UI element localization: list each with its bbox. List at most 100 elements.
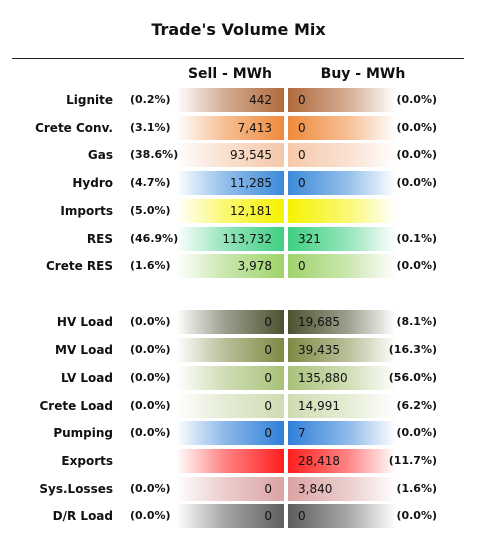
- sell-cell: 7,413: [176, 116, 284, 140]
- buy-value: 7: [298, 426, 306, 440]
- sell-cell: 0: [176, 421, 284, 445]
- buy-percent: (0.0%): [396, 259, 437, 272]
- buy-cell: 0: [288, 171, 396, 195]
- sell-value: 12,181: [230, 204, 272, 218]
- row-label: RES: [86, 232, 113, 246]
- row-label: Sys.Losses: [39, 482, 113, 496]
- sell-cell: [176, 449, 284, 473]
- sell-percent: (46.9%): [130, 232, 179, 245]
- row-label: Crete RES: [46, 259, 113, 273]
- sell-cell: 0: [176, 338, 284, 362]
- sell-cell: 442: [176, 88, 284, 112]
- center-divider: [286, 84, 288, 530]
- buy-cell: 7: [288, 421, 396, 445]
- buy-cell: 135,880: [288, 366, 396, 390]
- buy-cell: 0: [288, 143, 396, 167]
- buy-value: 14,991: [298, 399, 340, 413]
- buy-percent: (11.7%): [388, 454, 437, 467]
- sell-cell: 93,545: [176, 143, 284, 167]
- sell-value: 0: [264, 315, 272, 329]
- table-row: Pumping (0.0%) 0 7 (0.0%): [0, 421, 477, 445]
- sell-cell: 0: [176, 366, 284, 390]
- buy-value: 321: [298, 232, 321, 246]
- table-row: Gas (38.6%) 93,545 0 (0.0%): [0, 143, 477, 167]
- row-label: Hydro: [72, 176, 113, 190]
- sell-value: 442: [249, 93, 272, 107]
- sell-percent: (0.0%): [130, 482, 171, 495]
- sell-percent: (38.6%): [130, 148, 179, 161]
- buy-column-header: Buy - MWh: [320, 66, 406, 82]
- buy-percent: (0.0%): [396, 509, 437, 522]
- buy-percent: (1.6%): [396, 482, 437, 495]
- sell-value: 0: [264, 482, 272, 496]
- sell-percent: (3.1%): [130, 121, 171, 134]
- sell-value: 0: [264, 399, 272, 413]
- buy-cell: 0: [288, 504, 396, 528]
- buy-value: 0: [298, 176, 306, 190]
- sell-value: 7,413: [237, 121, 272, 135]
- sell-percent: (0.0%): [130, 371, 171, 384]
- sell-value: 0: [264, 343, 272, 357]
- sell-percent: (0.0%): [130, 343, 171, 356]
- buy-percent: (56.0%): [388, 371, 437, 384]
- sell-percent: (0.0%): [130, 509, 171, 522]
- buy-percent: (0.1%): [396, 232, 437, 245]
- buy-cell: 39,435: [288, 338, 396, 362]
- buy-value: 28,418: [298, 454, 340, 468]
- sell-value: 11,285: [230, 176, 272, 190]
- table-row: D/R Load (0.0%) 0 0 (0.0%): [0, 504, 477, 528]
- buy-value: 39,435: [298, 343, 340, 357]
- row-label: Exports: [61, 454, 113, 468]
- table-row: Sys.Losses (0.0%) 0 3,840 (1.6%): [0, 477, 477, 501]
- row-label: Lignite: [66, 93, 113, 107]
- buy-percent: (0.0%): [396, 93, 437, 106]
- buy-percent: (0.0%): [396, 426, 437, 439]
- sell-value: 113,732: [222, 232, 272, 246]
- buy-percent: (0.0%): [396, 148, 437, 161]
- buy-value: 0: [298, 509, 306, 523]
- buy-cell: 3,840: [288, 477, 396, 501]
- sell-column-header: Sell - MWh: [187, 66, 273, 82]
- sell-percent: (0.0%): [130, 399, 171, 412]
- row-label: Crete Load: [39, 399, 114, 413]
- buy-percent: (16.3%): [388, 343, 437, 356]
- buy-value: 135,880: [298, 371, 348, 385]
- table-row: Crete RES (1.6%) 3,978 0 (0.0%): [0, 254, 477, 278]
- table-row: HV Load (0.0%) 0 19,685 (8.1%): [0, 310, 477, 334]
- sell-cell: 0: [176, 504, 284, 528]
- table-row: RES (46.9%) 113,732 321 (0.1%): [0, 227, 477, 251]
- row-label: Pumping: [53, 426, 113, 440]
- buy-cell: 19,685: [288, 310, 396, 334]
- sell-percent: (1.6%): [130, 259, 171, 272]
- sell-percent: (4.7%): [130, 176, 171, 189]
- buy-cell: [288, 199, 396, 223]
- table-row: Exports 28,418 (11.7%): [0, 449, 477, 473]
- buy-cell: 14,991: [288, 394, 396, 418]
- buy-value: 0: [298, 93, 306, 107]
- sell-percent: (5.0%): [130, 204, 171, 217]
- sell-percent: (0.2%): [130, 93, 171, 106]
- buy-value: 0: [298, 148, 306, 162]
- row-label: MV Load: [55, 343, 113, 357]
- buy-cell: 0: [288, 254, 396, 278]
- sell-cell: 3,978: [176, 254, 284, 278]
- row-label: HV Load: [56, 315, 113, 329]
- sell-value: 0: [264, 371, 272, 385]
- sell-cell: 0: [176, 477, 284, 501]
- sell-value: 0: [264, 426, 272, 440]
- buy-cell: 0: [288, 88, 396, 112]
- table-row: Crete Conv. (3.1%) 7,413 0 (0.0%): [0, 116, 477, 140]
- row-label: D/R Load: [52, 509, 113, 523]
- table-row: Lignite (0.2%) 442 0 (0.0%): [0, 88, 477, 112]
- row-label: Crete Conv.: [35, 121, 113, 135]
- table-row: Hydro (4.7%) 11,285 0 (0.0%): [0, 171, 477, 195]
- sell-value: 93,545: [230, 148, 272, 162]
- buy-percent: (0.0%): [396, 176, 437, 189]
- buy-value: 19,685: [298, 315, 340, 329]
- sell-cell: 0: [176, 310, 284, 334]
- sell-cell: 11,285: [176, 171, 284, 195]
- sell-percent: (0.0%): [130, 315, 171, 328]
- buy-cell: 28,418: [288, 449, 396, 473]
- row-label: LV Load: [60, 371, 113, 385]
- table-row: MV Load (0.0%) 0 39,435 (16.3%): [0, 338, 477, 362]
